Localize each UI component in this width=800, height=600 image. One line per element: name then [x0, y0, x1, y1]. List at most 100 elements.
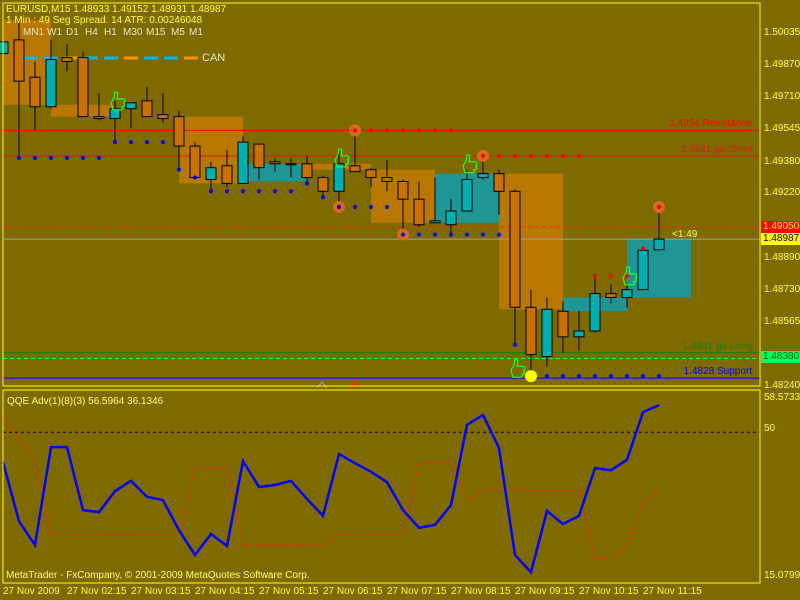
candle-body [589, 293, 601, 332]
qqe-max-label: 58.5733 [764, 392, 800, 403]
candle-body [269, 161, 281, 165]
time-tick: 27 Nov 05:15 [259, 586, 319, 597]
chart-frame [2, 2, 761, 584]
candle-body [509, 190, 521, 308]
support-dot [513, 342, 517, 347]
candle-body [109, 108, 121, 120]
candle-body [541, 308, 553, 358]
long-level-badge: 1.48380 [761, 351, 800, 363]
candle-body [637, 249, 649, 291]
support-dot [417, 232, 421, 237]
main-panel-border [2, 2, 761, 387]
candle-body [461, 179, 473, 212]
thumbs-up-icon [334, 148, 350, 168]
markers-layer [17, 91, 665, 389]
timeframe-button-d1[interactable]: D1 [66, 27, 79, 38]
qqe-main-line [1, 403, 660, 575]
candle-body [557, 310, 569, 338]
support-dot [337, 205, 341, 210]
candle-body [237, 141, 249, 184]
timeframe-button-m30[interactable]: M30 [123, 27, 143, 38]
support-dot [193, 175, 197, 180]
candle-body [621, 289, 633, 299]
support-dot [209, 189, 213, 194]
candle-body [333, 163, 345, 192]
indicator-title: QQE Adv(1)(8)(3) 56.5964 36.1346 [7, 396, 164, 407]
support-dot [49, 155, 53, 160]
support-dot [81, 155, 85, 160]
support-dot [177, 167, 181, 172]
candle-body [493, 173, 505, 192]
candle-body [125, 102, 137, 110]
timeframe-button-h1[interactable]: H1 [104, 27, 117, 38]
support-dot [561, 374, 565, 379]
support-dot [433, 232, 437, 237]
time-tick: 27 Nov 11:15 [643, 586, 702, 597]
resistance-dot [497, 153, 501, 158]
support-dot [545, 374, 549, 379]
candle-body [77, 57, 89, 118]
support-dot [401, 232, 405, 237]
candle-body [605, 293, 617, 299]
thumbs-up-icon [110, 91, 126, 111]
resistance-dot [657, 205, 661, 210]
timeframe-button-m15[interactable]: M15 [146, 27, 166, 38]
candle-body [285, 163, 297, 166]
support-dot [641, 374, 645, 379]
candle-body [0, 41, 9, 55]
candle-body [189, 145, 201, 179]
price-tick: 1.49545 [764, 123, 800, 135]
support-dot [593, 374, 597, 379]
support-dot [241, 189, 245, 194]
candle-body [381, 177, 393, 182]
resistance-dot [609, 273, 613, 278]
support-dot [289, 189, 293, 194]
resistance-dot [561, 153, 565, 158]
candle-body [205, 167, 217, 181]
resistance-dot [545, 153, 549, 158]
candle-body [253, 143, 265, 169]
timeframe-button-w1[interactable]: W1 [47, 27, 62, 38]
resistance-dot [353, 128, 357, 133]
price-tick: 1.48890 [764, 252, 800, 264]
resistance-dot [577, 153, 581, 158]
level-label: 1.4828 Support [683, 366, 752, 378]
time-tick: 27 Nov 04:15 [195, 586, 255, 597]
candle-body [13, 39, 25, 82]
candle-body [141, 100, 153, 118]
price-tick: 1.50035 [764, 27, 800, 38]
zones-layer [3, 20, 691, 312]
resistance-dot [449, 128, 453, 133]
candle-body [173, 116, 185, 147]
candle-body [429, 220, 441, 224]
candles-layer [0, 20, 665, 377]
resistance-dot [641, 246, 645, 251]
bar-countdown: <1:49 [672, 229, 698, 240]
can-label: CAN [202, 52, 226, 64]
timeframe-button-m5[interactable]: M5 [171, 27, 185, 38]
support-dot [17, 155, 21, 160]
timeframe-button-mn1[interactable]: MN1 [23, 27, 45, 38]
time-tick: 27 Nov 10:15 [579, 586, 639, 597]
support-dot [449, 232, 453, 237]
candle-body [413, 198, 425, 226]
indicator-panel-border [2, 389, 761, 584]
support-dot [385, 205, 389, 210]
resistance-dot [593, 273, 597, 278]
thumbs-up-icon [462, 153, 478, 174]
level-label: 1.4954 Resistance [669, 118, 752, 130]
support-dot [481, 232, 485, 237]
qqe-level-label: 50 [764, 423, 776, 434]
support-dot [97, 155, 101, 160]
support-dot [273, 189, 277, 194]
timeframe-button-m1[interactable]: M1 [189, 27, 203, 38]
candle-body [573, 330, 585, 338]
resistance-dot [481, 153, 485, 158]
support-dot [33, 155, 37, 160]
timeframe-button-h4[interactable]: H4 [85, 27, 98, 38]
timer-info: 1 Min : 49 Seg Spread: 14 ATR: 0.0024604… [6, 15, 203, 26]
resistance-dot [513, 153, 517, 158]
ask-price-badge: 1.49050 [761, 221, 800, 233]
support-dot [465, 232, 469, 237]
